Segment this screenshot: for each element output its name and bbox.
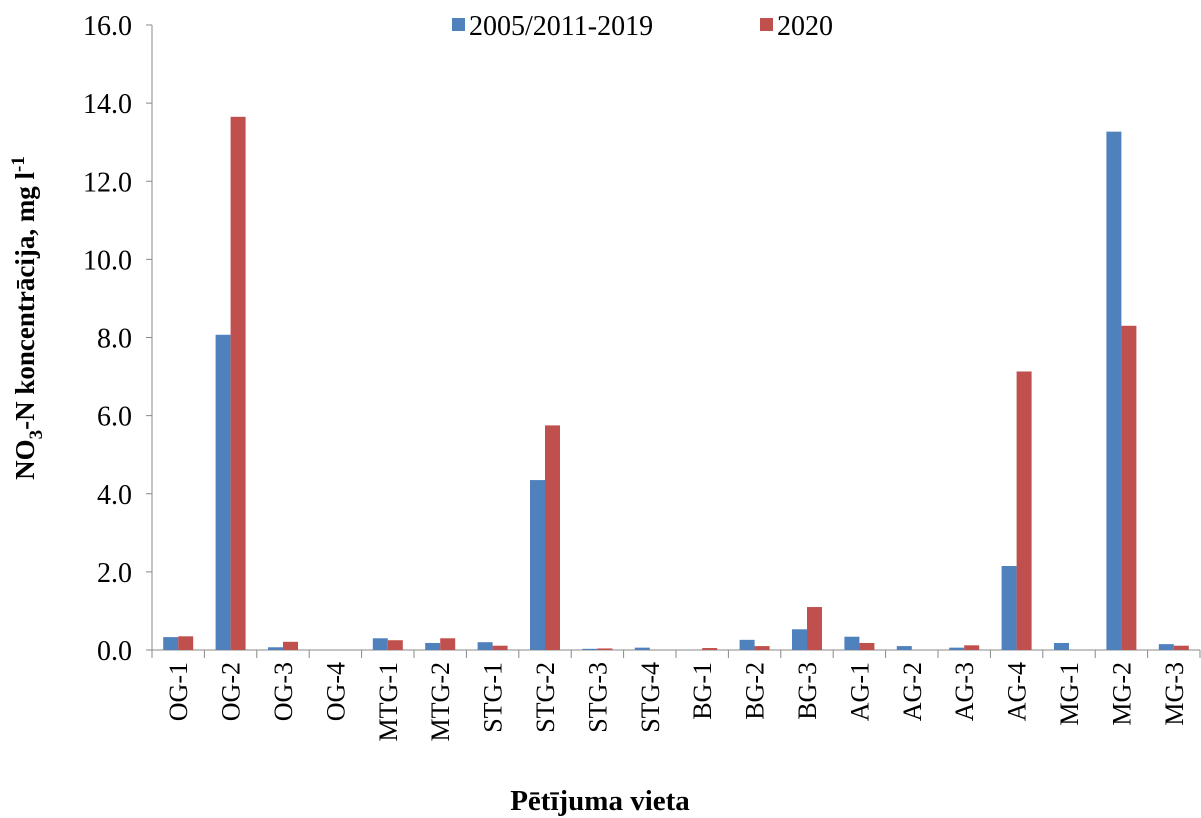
- bar: [425, 642, 441, 650]
- x-tick-label: AG-4: [1003, 662, 1032, 721]
- bar: [1016, 371, 1032, 650]
- bar: [1158, 644, 1174, 650]
- bar: [859, 642, 875, 650]
- x-tick-label: AG-1: [845, 662, 874, 721]
- bar: [1121, 325, 1137, 650]
- y-tick-label: 14.0: [83, 89, 132, 120]
- y-title-sup: -1: [8, 156, 29, 172]
- y-tick-label: 4.0: [97, 480, 132, 511]
- bar: [792, 629, 807, 650]
- bar: [702, 648, 718, 650]
- bar: [268, 647, 283, 650]
- bar: [1001, 566, 1017, 650]
- y-tick-label: 10.0: [83, 245, 132, 276]
- x-tick-label: AG-3: [950, 662, 979, 721]
- x-tick-label: OG-2: [217, 662, 246, 721]
- x-tick-label: OG-4: [321, 662, 350, 721]
- bar: [372, 638, 388, 650]
- bar: [1054, 642, 1069, 650]
- bar: [844, 636, 860, 650]
- bar: [283, 641, 298, 650]
- bar: [754, 646, 770, 650]
- legend-swatch: [452, 18, 465, 31]
- y-title-part: NO: [10, 439, 40, 480]
- y-tick-label: 16.0: [83, 11, 132, 42]
- y-tick-label: 6.0: [97, 402, 132, 433]
- x-tick-label: MTG-2: [426, 662, 455, 741]
- bar: [1173, 645, 1189, 650]
- bar: [477, 642, 493, 650]
- x-tick-label: MG-1: [1055, 662, 1084, 726]
- bar: [597, 648, 613, 650]
- bar: [582, 648, 598, 650]
- bar: [896, 646, 912, 650]
- x-tick-label: OG-3: [269, 662, 298, 721]
- bar: [1106, 131, 1122, 650]
- legend-swatch: [760, 18, 773, 31]
- legend-label: 2005/2011-2019: [469, 11, 653, 42]
- x-tick-label: BG-3: [793, 662, 822, 720]
- x-tick-label: MG-3: [1160, 662, 1189, 726]
- bar: [215, 334, 231, 650]
- bar: [387, 640, 403, 650]
- x-axis-title: Pētījuma vieta: [510, 785, 690, 817]
- y-tick-label: 12.0: [83, 167, 132, 198]
- bar: [440, 638, 456, 650]
- y-tick-label: 8.0: [97, 324, 132, 355]
- bar: [634, 647, 650, 650]
- bar: [178, 636, 194, 650]
- y-title-part: -N koncentrācija, mg l: [10, 171, 40, 429]
- x-tick-label: STG-4: [636, 662, 665, 733]
- x-tick-label: MG-2: [1107, 662, 1136, 726]
- x-tick-label: STG-2: [531, 662, 560, 733]
- y-title-sub: 3: [26, 430, 47, 440]
- bar: [807, 607, 822, 650]
- bar: [739, 639, 755, 650]
- bar: [230, 116, 246, 650]
- bar: [545, 425, 560, 650]
- bar: [492, 645, 508, 650]
- bar: [163, 637, 179, 650]
- legend-label: 2020: [777, 11, 833, 42]
- x-tick-label: BG-2: [741, 662, 770, 720]
- y-axis-title: NO3-N koncentrācija, mg l-1: [8, 156, 47, 480]
- y-tick-label: 0.0: [97, 636, 132, 667]
- x-tick-label: MTG-1: [374, 662, 403, 741]
- bar: [964, 645, 980, 650]
- x-tick-label: STG-3: [583, 662, 612, 733]
- x-tick-label: STG-1: [479, 662, 508, 733]
- bar: [949, 647, 965, 650]
- bar: [530, 480, 545, 650]
- y-tick-label: 2.0: [97, 558, 132, 589]
- x-tick-label: OG-1: [164, 662, 193, 721]
- x-tick-label: AG-2: [898, 662, 927, 721]
- x-tick-label: BG-1: [688, 662, 717, 720]
